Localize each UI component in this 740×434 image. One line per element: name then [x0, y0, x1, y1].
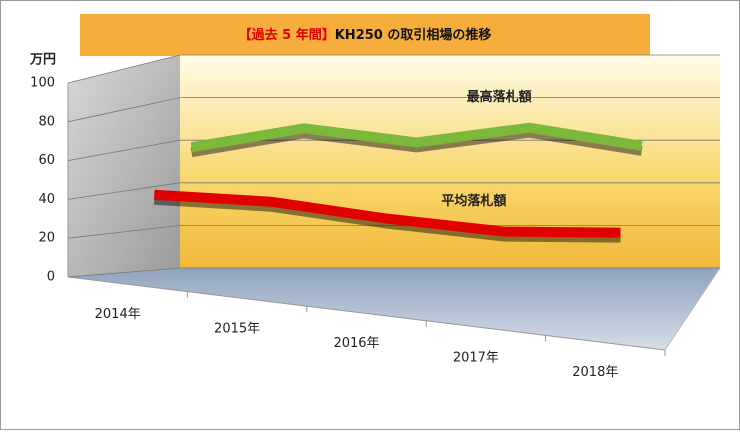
left-wall: [68, 55, 180, 277]
chart-title: 【過去 5 年間】KH250 の取引相場の推移: [239, 27, 492, 43]
series-label: 最高落札額: [467, 89, 532, 105]
title-box: [80, 14, 650, 56]
y-tick-label: 40: [38, 192, 55, 207]
grid-line: [67, 182, 181, 200]
series-label: 平均落札額: [441, 193, 506, 209]
x-tick-label: 2016年: [333, 336, 379, 351]
grid-line: [67, 225, 181, 239]
grid-line: [67, 267, 181, 278]
x-axis: [67, 276, 666, 351]
grid-line: [67, 97, 181, 123]
y-tick-label: 100: [30, 76, 55, 91]
title-main: KH250 の取引相場の推移: [335, 27, 492, 43]
back-wall: [180, 55, 720, 268]
floor: [68, 268, 720, 350]
y-tick-label: 20: [38, 231, 55, 246]
grid-line: [67, 54, 181, 84]
grid-line: [67, 139, 181, 161]
y-tick-label: 80: [38, 114, 55, 129]
x-tick-label: 2015年: [214, 321, 260, 336]
x-tick-label: 2014年: [95, 307, 141, 322]
x-tick-label: 2018年: [572, 365, 618, 380]
floor-edge: [664, 267, 721, 351]
line-series: [190, 122, 643, 153]
y-tick-label: 60: [38, 153, 55, 168]
x-tick-label: 2017年: [453, 351, 499, 366]
line-series: [153, 189, 621, 238]
title-highlight: 【過去 5 年間】: [239, 27, 335, 43]
y-tick-label: 0: [47, 270, 55, 285]
y-unit: 万円: [29, 53, 56, 68]
